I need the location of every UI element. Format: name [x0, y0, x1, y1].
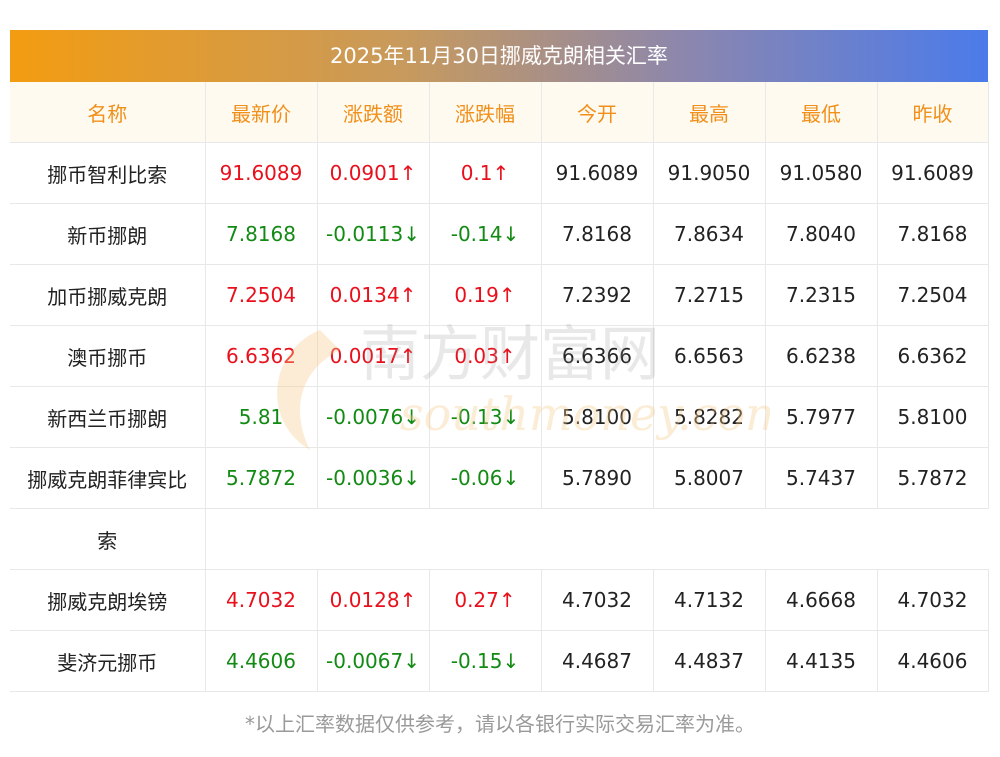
prev-close: 4.7032: [877, 569, 989, 631]
high-price: 7.8634: [653, 203, 766, 265]
latest-price: 4.4606: [205, 630, 318, 692]
header-row: 名称 最新价 涨跌额 涨跌幅 今开 最高 最低 昨收: [10, 82, 989, 143]
high-price: 4.4837: [653, 630, 766, 692]
prev-close: 4.4606: [877, 630, 989, 692]
pair-name: 斐济元挪币: [10, 630, 206, 692]
change-percent: -0.06↓: [429, 447, 542, 509]
header-high: 最高: [653, 82, 766, 143]
table-row: 加币挪威克朗 7.2504 0.0134↑ 0.19↑ 7.2392 7.271…: [10, 264, 989, 326]
table-row: 挪币智利比索 91.6089 0.0901↑ 0.1↑ 91.6089 91.9…: [10, 142, 989, 204]
pair-name: 加币挪威克朗: [10, 264, 206, 326]
table-row: 澳币挪币 6.6362 0.0017↑ 0.03↑ 6.6366 6.6563 …: [10, 325, 989, 387]
header-open: 今开: [541, 82, 654, 143]
change-amount: 0.0128↑: [317, 569, 430, 631]
change-percent: -0.15↓: [429, 630, 542, 692]
low-price: 7.8040: [765, 203, 878, 265]
pair-name: 挪威克朗菲律宾比: [10, 447, 206, 509]
table-row: 斐济元挪币 4.4606 -0.0067↓ -0.15↓ 4.4687 4.48…: [10, 630, 989, 692]
table-title: 2025年11月30日挪威克朗相关汇率: [10, 30, 988, 82]
pair-name: 新西兰币挪朗: [10, 386, 206, 448]
prev-close: 5.8100: [877, 386, 989, 448]
header-latest: 最新价: [205, 82, 318, 143]
header-change: 涨跌额: [317, 82, 430, 143]
open-price: 4.4687: [541, 630, 654, 692]
table-row: 挪威克朗菲律宾比 5.7872 -0.0036↓ -0.06↓ 5.7890 5…: [10, 447, 989, 509]
change-percent: -0.13↓: [429, 386, 542, 448]
low-price: 4.4135: [765, 630, 878, 692]
prev-close: 7.2504: [877, 264, 989, 326]
latest-price: 5.81: [205, 386, 318, 448]
change-amount: -0.0036↓: [317, 447, 430, 509]
change-percent: 0.19↑: [429, 264, 542, 326]
low-price: 5.7977: [765, 386, 878, 448]
pair-name: 新币挪朗: [10, 203, 206, 265]
low-price: 6.6238: [765, 325, 878, 387]
low-price: 91.0580: [765, 142, 878, 204]
change-amount: -0.0067↓: [317, 630, 430, 692]
high-price: 5.8282: [653, 386, 766, 448]
latest-price: 4.7032: [205, 569, 318, 631]
high-price: 91.9050: [653, 142, 766, 204]
open-price: 91.6089: [541, 142, 654, 204]
high-price: 5.8007: [653, 447, 766, 509]
header-name: 名称: [10, 82, 206, 143]
high-price: 4.7132: [653, 569, 766, 631]
low-price: 4.6668: [765, 569, 878, 631]
open-price: 7.8168: [541, 203, 654, 265]
pair-name-continuation: 索: [10, 508, 206, 570]
table-row: 挪威克朗埃镑 4.7032 0.0128↑ 0.27↑ 4.7032 4.713…: [10, 569, 989, 631]
open-price: 4.7032: [541, 569, 654, 631]
change-amount: 0.0017↑: [317, 325, 430, 387]
change-percent: 0.1↑: [429, 142, 542, 204]
latest-price: 7.8168: [205, 203, 318, 265]
open-price: 5.8100: [541, 386, 654, 448]
pair-name: 挪币智利比索: [10, 142, 206, 204]
open-price: 7.2392: [541, 264, 654, 326]
prev-close: 91.6089: [877, 142, 989, 204]
low-price: 5.7437: [765, 447, 878, 509]
pair-name: 挪威克朗埃镑: [10, 569, 206, 631]
change-amount: 0.0901↑: [317, 142, 430, 204]
prev-close: 6.6362: [877, 325, 989, 387]
latest-price: 5.7872: [205, 447, 318, 509]
high-price: 7.2715: [653, 264, 766, 326]
rate-table-container: 2025年11月30日挪威克朗相关汇率 名称 最新价 涨跌额 涨跌幅 今开 最高…: [10, 30, 989, 692]
latest-price: 91.6089: [205, 142, 318, 204]
open-price: 5.7890: [541, 447, 654, 509]
disclaimer-footer: *以上汇率数据仅供参考，请以各银行实际交易汇率为准。: [245, 712, 755, 736]
open-price: 6.6366: [541, 325, 654, 387]
prev-close: 5.7872: [877, 447, 989, 509]
exchange-rate-table: 名称 最新价 涨跌额 涨跌幅 今开 最高 最低 昨收 挪币智利比索 91.608…: [10, 82, 989, 692]
header-low: 最低: [765, 82, 878, 143]
latest-price: 6.6362: [205, 325, 318, 387]
change-percent: 0.27↑: [429, 569, 542, 631]
change-amount: -0.0113↓: [317, 203, 430, 265]
header-prev-close: 昨收: [877, 82, 989, 143]
table-row: 新币挪朗 7.8168 -0.0113↓ -0.14↓ 7.8168 7.863…: [10, 203, 989, 265]
change-amount: -0.0076↓: [317, 386, 430, 448]
low-price: 7.2315: [765, 264, 878, 326]
prev-close: 7.8168: [877, 203, 989, 265]
header-change-pct: 涨跌幅: [429, 82, 542, 143]
change-percent: 0.03↑: [429, 325, 542, 387]
pair-name: 澳币挪币: [10, 325, 206, 387]
change-percent: -0.14↓: [429, 203, 542, 265]
table-row: 新西兰币挪朗 5.81 -0.0076↓ -0.13↓ 5.8100 5.828…: [10, 386, 989, 448]
change-amount: 0.0134↑: [317, 264, 430, 326]
high-price: 6.6563: [653, 325, 766, 387]
table-row-continuation: 索: [10, 508, 988, 570]
latest-price: 7.2504: [205, 264, 318, 326]
empty-cell: [205, 508, 988, 570]
